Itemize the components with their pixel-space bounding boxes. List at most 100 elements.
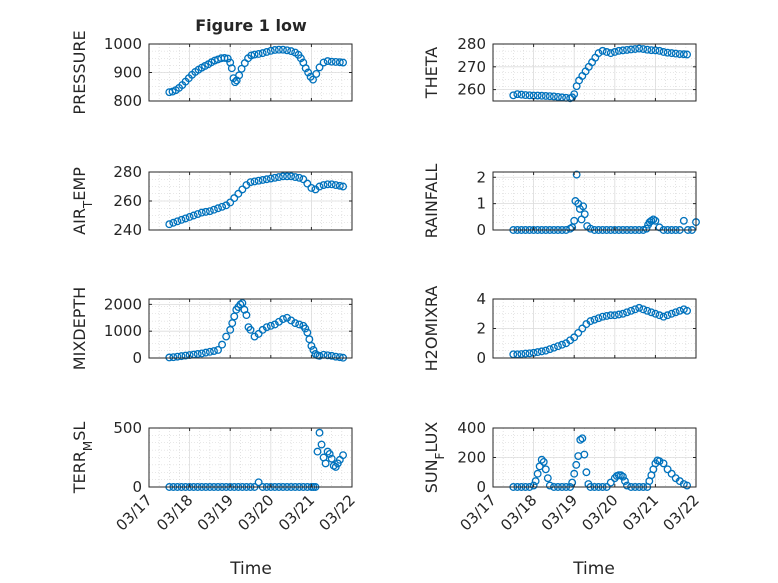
data-point: [301, 64, 310, 73]
data-point: [235, 71, 244, 80]
data-point: [339, 451, 348, 460]
y-axis-label: THETA: [422, 47, 441, 99]
data-point: [671, 308, 680, 317]
x-tick-label: 03/20: [578, 491, 621, 534]
data-point: [533, 348, 542, 357]
y-tick-label: 2: [476, 168, 486, 186]
data-point: [254, 50, 263, 58]
data-point: [610, 48, 619, 56]
axes-box: [148, 298, 353, 359]
data-point: [614, 310, 623, 319]
data-point: [315, 351, 324, 360]
data-point: [254, 478, 263, 487]
data-point: [618, 309, 627, 318]
data-point: [287, 47, 296, 56]
data-point: [543, 474, 552, 483]
data-point: [602, 48, 611, 56]
data-point: [533, 91, 542, 100]
data-point: [315, 182, 324, 191]
x-axis-label-right: Time: [572, 559, 615, 579]
data-point: [639, 45, 648, 53]
data-point: [327, 454, 336, 463]
data-point: [513, 90, 522, 99]
axes-box: [492, 43, 697, 102]
data-point: [283, 172, 291, 181]
data-point: [655, 46, 664, 55]
x-tick-label: 03/18: [497, 491, 540, 534]
data-point: [295, 173, 304, 182]
y-tick-label: 400: [457, 419, 486, 437]
x-tick-label: 03/20: [234, 491, 277, 534]
y-tick-label: 500: [113, 419, 142, 437]
y-tick-label: 0: [132, 349, 142, 367]
data-point: [315, 428, 324, 437]
data-point: [541, 346, 550, 355]
data-point: [575, 76, 584, 85]
data-point: [606, 311, 615, 320]
data-point: [635, 303, 644, 312]
data-point: [301, 324, 310, 333]
data-point: [279, 45, 287, 54]
data-point: [283, 46, 291, 55]
data-point: [305, 335, 314, 344]
data-point: [580, 450, 589, 459]
data-point: [531, 477, 540, 486]
data-point: [177, 215, 186, 224]
data-point: [616, 471, 625, 480]
data-point: [643, 45, 652, 54]
data-point: [647, 46, 656, 55]
figure-title: Figure 1 low: [195, 16, 307, 35]
data-point: [533, 469, 542, 478]
data-point: [205, 207, 214, 216]
x-tick-label: 03/17: [457, 491, 500, 534]
y-tick-label: 0: [476, 221, 486, 239]
data-point: [323, 351, 332, 360]
data-point: [339, 58, 348, 67]
data-point: [586, 317, 595, 326]
data-point: [610, 311, 619, 320]
data-point: [218, 340, 227, 349]
data-point: [554, 342, 562, 351]
data-point: [173, 217, 182, 226]
data-point: [238, 185, 247, 194]
data-point: [554, 92, 562, 101]
data-point: [549, 343, 558, 352]
data-point: [578, 71, 587, 80]
y-axis-label: MIXDEPTH: [70, 287, 89, 370]
data-point: [335, 58, 344, 67]
data-point: [226, 198, 235, 207]
data-point: [303, 179, 312, 188]
subplot-pressure: 800 900 1000 PRESSURE: [70, 30, 353, 115]
y-tick-label: 1000: [104, 35, 142, 53]
data-point: [675, 50, 684, 58]
data-point: [197, 208, 206, 217]
data-point: [537, 455, 546, 464]
y-tick-label: 0: [476, 349, 486, 367]
data-point: [274, 173, 283, 182]
data-point: [299, 175, 308, 184]
x-tick-label: 03/22: [660, 491, 703, 534]
data-point: [667, 49, 676, 58]
data-point: [327, 351, 336, 360]
data-point: [663, 311, 672, 320]
data-point: [201, 207, 210, 216]
data-point: [621, 477, 629, 486]
data-point: [537, 347, 546, 356]
data-point: [279, 172, 287, 181]
subplot-terrmsl: 0 500 TERRMSL 03/1703/1803/1903/2003/2103/2…: [70, 419, 359, 534]
data-point: [327, 180, 336, 189]
data-point: [675, 306, 684, 315]
data-point: [274, 45, 283, 54]
data-point: [683, 481, 692, 490]
data-point: [254, 176, 263, 185]
data-point: [683, 50, 692, 59]
data-point: [193, 210, 202, 218]
data-point: [578, 434, 587, 443]
data-point: [667, 469, 676, 478]
data-point: [237, 64, 246, 73]
data-point: [323, 180, 332, 189]
data-point: [647, 308, 656, 317]
data-point: [331, 352, 340, 361]
data-point: [655, 457, 664, 466]
